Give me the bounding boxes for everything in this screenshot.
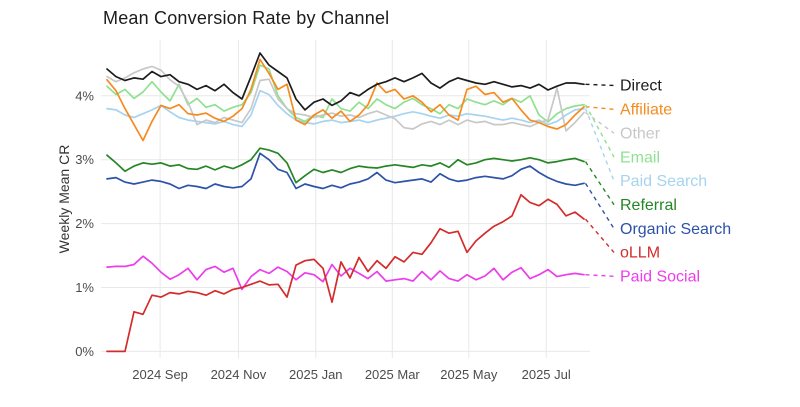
legend-leader-other: [585, 111, 615, 134]
series-line-affiliate: [106, 58, 585, 142]
series-line-referral: [106, 147, 585, 184]
y-tick-label-0%: 0%: [75, 344, 94, 359]
x-tick-label-2025-jan: 2025 Jan: [289, 367, 343, 382]
series-line-paid-search: [106, 89, 585, 128]
x-tick-label-2025-may: 2025 May: [440, 367, 498, 382]
x-tick-label-2025-mar: 2025 Mar: [365, 367, 421, 382]
legend-label-paid-social: Paid Social: [620, 269, 700, 286]
series-line-paid-social: [106, 255, 585, 291]
legend-leader-direct: [585, 83, 615, 87]
x-tick-label-2024-nov: 2024 Nov: [211, 367, 267, 382]
series-line-organic-search: [106, 152, 585, 190]
legend-leader-organic-search: [584, 182, 615, 229]
chart-title: Mean Conversion Rate by Channel: [103, 8, 390, 28]
legend-label-email: Email: [620, 149, 660, 166]
legend-label-ollm: oLLM: [620, 245, 660, 262]
legend-label-referral: Referral: [620, 197, 677, 214]
y-tick-label-3%: 3%: [75, 152, 94, 167]
legend-label-organic-search: Organic Search: [620, 221, 731, 238]
series-line-email: [106, 64, 585, 123]
x-tick-label-2024-sep: 2024 Sep: [132, 367, 188, 382]
legend-leader-affiliate: [585, 105, 615, 111]
legend-label-paid-search: Paid Search: [620, 173, 707, 190]
legend-leader-email: [584, 104, 615, 158]
legend-label-other: Other: [620, 125, 661, 142]
legend-leader-ollm: [584, 218, 615, 253]
y-tick-label-2%: 2%: [75, 216, 94, 231]
legend-leader-referral: [584, 161, 615, 206]
x-tick-label-2025-jul: 2025 Jul: [522, 367, 571, 382]
legend-leader-paid-search: [584, 108, 615, 182]
legend-label-affiliate: Affiliate: [620, 102, 672, 119]
y-tick-label-1%: 1%: [75, 280, 94, 295]
y-tick-label-4%: 4%: [75, 88, 94, 103]
legend-leader-paid-social: [585, 274, 615, 277]
series-line-ollm: [106, 193, 585, 353]
series-line-direct: [106, 52, 585, 111]
legend-label-direct: Direct: [620, 78, 662, 95]
